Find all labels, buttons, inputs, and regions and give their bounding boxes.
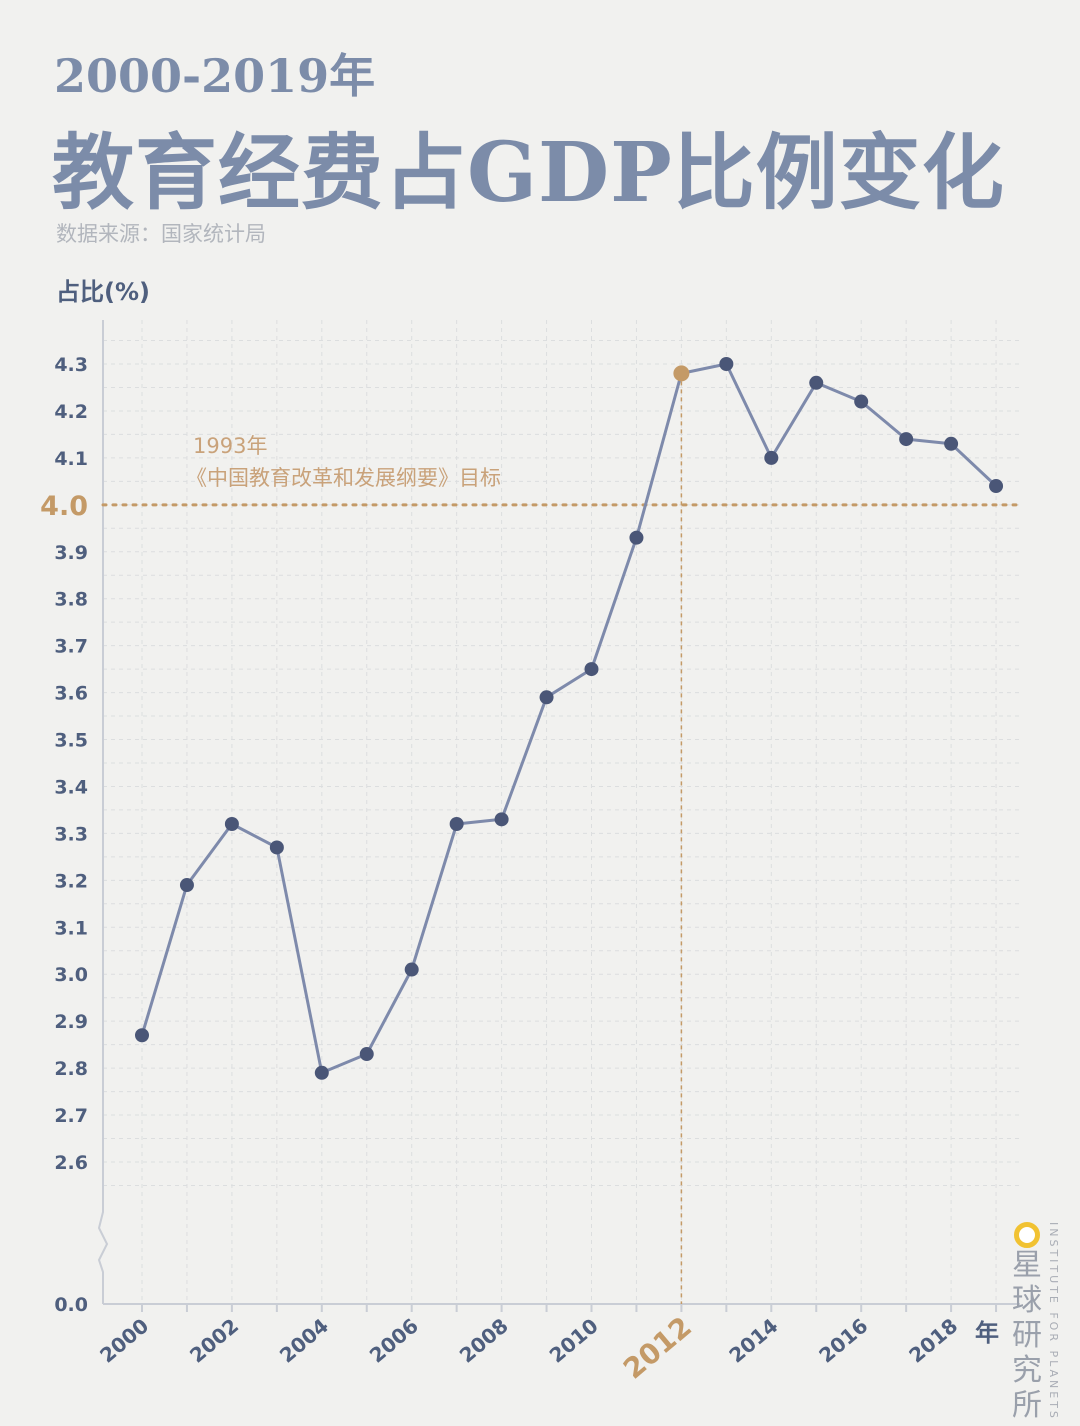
data-point <box>944 436 959 451</box>
x-tick-label: 2002 <box>185 1313 243 1367</box>
y-tick-label: 4.1 <box>54 448 88 470</box>
data-point <box>539 690 554 705</box>
series-group <box>135 357 1004 1080</box>
y-tick-label: 2.6 <box>54 1152 88 1174</box>
y-tick-label: 4.2 <box>54 401 88 423</box>
chart-axes <box>97 320 1020 1312</box>
x-tick-label: 2004 <box>275 1313 333 1367</box>
y-tick-label: 4.3 <box>54 354 88 376</box>
brand-name: 星球研究所 <box>1012 1248 1042 1423</box>
x-axis-title: 年 <box>975 1319 999 1347</box>
y-tick-label: 3.3 <box>54 823 88 845</box>
data-point <box>989 479 1004 494</box>
data-point <box>449 817 464 832</box>
data-point <box>494 812 509 827</box>
data-point <box>224 817 239 832</box>
x-tick-label: 2010 <box>545 1313 603 1367</box>
data-point <box>809 375 824 390</box>
y-tick-label: 2.8 <box>54 1058 88 1080</box>
planet-icon <box>1014 1222 1040 1248</box>
x-tick-label: 2016 <box>814 1313 872 1367</box>
x-tick-label: 2006 <box>365 1313 423 1367</box>
y-axis-line <box>97 320 109 1304</box>
y-tick-label: 3.9 <box>54 542 88 564</box>
x-tick-label: 2018 <box>904 1313 962 1367</box>
y-tick-label: 3.2 <box>54 870 88 892</box>
x-tick-label: 2000 <box>95 1313 153 1367</box>
reference-annotation-year: 1993年 <box>193 434 267 458</box>
data-point <box>899 432 914 447</box>
brand-logo: 星球研究所 <box>1012 1222 1052 1423</box>
y-tick-label: 3.7 <box>54 636 88 658</box>
data-point <box>629 530 644 545</box>
data-point <box>719 357 734 371</box>
data-point <box>179 878 194 893</box>
x-tick-label: 2014 <box>724 1313 782 1367</box>
data-point <box>404 962 419 977</box>
y-tick-label: 2.9 <box>54 1011 88 1033</box>
title-year-range: 2000-2019年 <box>54 49 376 103</box>
page-title: 教育经费占GDP比例变化 <box>52 125 1005 221</box>
brand-name-en: INSTITUTE FOR PLANETS <box>1047 1222 1060 1421</box>
y-tick-label: 0.0 <box>54 1294 88 1316</box>
axis-labels: 0.0 2.6 2.7 2.8 2.9 3.0 3.1 3.2 3.3 3.4 3.5 3.6 3.7 3… <box>54 354 999 1385</box>
reference-line-group: 4.0 1993年《中国教育改革和发展纲要》目标 <box>40 373 1022 1304</box>
data-point-highlight <box>673 365 690 382</box>
y-tick-label: 3.0 <box>54 964 88 986</box>
data-point <box>314 1065 329 1080</box>
data-point <box>584 662 599 677</box>
y-tick-label: 2.7 <box>54 1105 88 1127</box>
y-axis-title: 占比(%) <box>56 278 150 306</box>
data-point <box>764 450 779 465</box>
chart-grid <box>103 320 1020 1304</box>
y-tick-label: 3.4 <box>54 776 88 798</box>
y-tick-label: 3.6 <box>54 683 88 705</box>
data-point <box>269 840 284 855</box>
y-tick-label: 3.8 <box>54 589 88 611</box>
y-tick-label: 3.1 <box>54 917 88 939</box>
x-tick-label-highlight: 2012 <box>617 1310 698 1385</box>
reference-annotation-text: 《中国教育改革和发展纲要》目标 <box>186 466 501 490</box>
data-point <box>854 394 869 409</box>
x-tick-label: 2008 <box>455 1313 513 1367</box>
series-line <box>140 362 998 1075</box>
reference-line-value: 4.0 <box>40 491 88 522</box>
y-tick-label: 3.5 <box>54 730 88 752</box>
data-point <box>359 1047 374 1062</box>
data-source: 数据来源：国家统计局 <box>56 222 266 246</box>
data-point <box>135 1028 149 1043</box>
